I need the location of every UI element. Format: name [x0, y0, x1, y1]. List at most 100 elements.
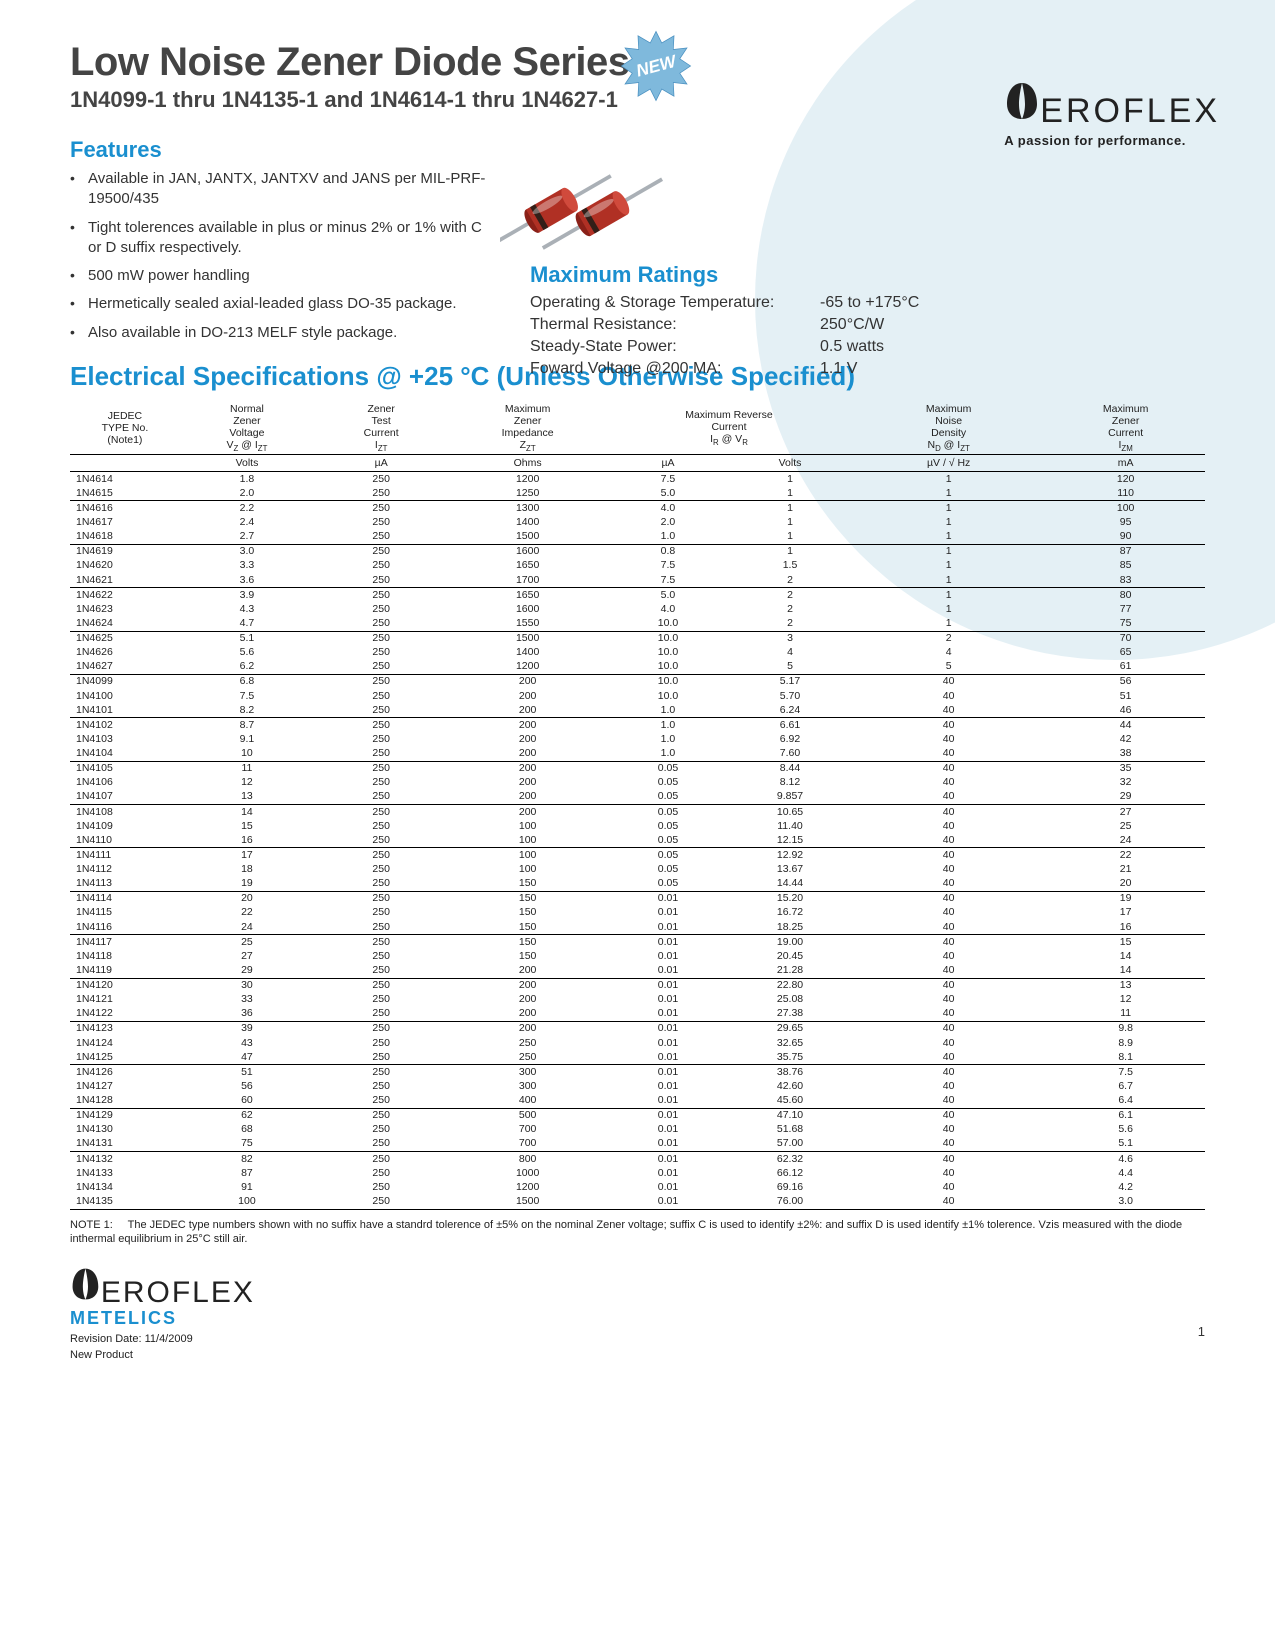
spec-cell: 1 [851, 616, 1046, 631]
spec-cell: 0.01 [607, 1108, 729, 1123]
spec-cell: 66.12 [729, 1166, 851, 1180]
spec-cell: 250 [314, 1166, 448, 1180]
spec-cell: 1N4106 [70, 776, 180, 790]
mr-value: 1.1 V [820, 360, 857, 378]
spec-cell: 1200 [448, 660, 607, 675]
spec-cell: 1N4116 [70, 920, 180, 935]
spec-cell: 250 [314, 1065, 448, 1080]
spec-row: 1N46276.2250120010.05561 [70, 660, 1205, 675]
spec-cell: 70 [1046, 631, 1205, 646]
spec-cell: 90 [1046, 530, 1205, 545]
feature-item: 500 mW power handling [70, 266, 490, 286]
spec-cell: 40 [851, 978, 1046, 993]
spec-cell: 1N4101 [70, 703, 180, 718]
spec-cell: 1650 [448, 588, 607, 603]
spec-cell: 3.0 [1046, 1194, 1205, 1209]
spec-row: 1N4105112502000.058.444035 [70, 761, 1205, 776]
spec-cell: 6.7 [1046, 1079, 1205, 1093]
spec-cell: 4 [729, 646, 851, 660]
spec-cell: 4.4 [1046, 1166, 1205, 1180]
spec-cell: 1 [851, 501, 1046, 516]
note-text: The JEDEC type numbers shown with no suf… [70, 1219, 1182, 1245]
features-heading: Features [70, 137, 490, 163]
spec-cell: 1 [851, 544, 1046, 559]
feature-item: Tight tolerences available in plus or mi… [70, 218, 490, 259]
spec-cell: 200 [448, 1007, 607, 1022]
spec-row: 1N41018.22502001.06.244046 [70, 703, 1205, 718]
spec-cell: 7.5 [180, 689, 314, 703]
spec-cell: 1 [729, 544, 851, 559]
spec-cell: 0.01 [607, 949, 729, 963]
spec-cell: 12.15 [729, 833, 851, 848]
spec-cell: 250 [314, 631, 448, 646]
spec-cell: 250 [314, 530, 448, 545]
spec-row: 1N46234.325016004.02177 [70, 602, 1205, 616]
spec-cell: 250 [314, 1123, 448, 1137]
max-ratings-heading: Maximum Ratings [530, 262, 1090, 288]
spec-cell: 1500 [448, 631, 607, 646]
spec-cell: 95 [1046, 516, 1205, 530]
spec-cell: 250 [314, 863, 448, 877]
spec-cell: 0.05 [607, 761, 729, 776]
spec-cell: 1N4114 [70, 891, 180, 906]
spec-cell: 1N4102 [70, 718, 180, 733]
spec-row: 1N46152.025012505.011110 [70, 486, 1205, 501]
spec-cell: 200 [448, 963, 607, 978]
spec-cell: 0.01 [607, 1137, 729, 1152]
spec-cell: 0.01 [607, 1036, 729, 1050]
spec-row: 1N4129622505000.0147.10406.1 [70, 1108, 1205, 1123]
spec-cell: 250 [314, 703, 448, 718]
spec-cell: 0.01 [607, 920, 729, 935]
spec-cell: 1.0 [607, 703, 729, 718]
spec-cell: 40 [851, 935, 1046, 950]
spec-cell: 1N4129 [70, 1108, 180, 1123]
spec-cell: 250 [314, 848, 448, 863]
spec-cell: 2.0 [607, 516, 729, 530]
spec-cell: 4.2 [1046, 1180, 1205, 1194]
spec-cell: 3.6 [180, 573, 314, 588]
spec-row: 1N46162.225013004.011100 [70, 501, 1205, 516]
spec-cell: 0.01 [607, 906, 729, 920]
spec-cell: 250 [314, 573, 448, 588]
spec-cell: 250 [314, 1007, 448, 1022]
spec-cell: 91 [180, 1180, 314, 1194]
spec-row: 1N4128602504000.0145.60406.4 [70, 1094, 1205, 1109]
spec-cell: 40 [851, 761, 1046, 776]
spec-cell: 250 [314, 833, 448, 848]
spec-cell: 16 [1046, 920, 1205, 935]
spec-cell: 250 [314, 819, 448, 833]
spec-row: 1N41028.72502001.06.614044 [70, 718, 1205, 733]
spec-cell: 250 [314, 1021, 448, 1036]
spec-cell: 30 [180, 978, 314, 993]
spec-cell: 61 [1046, 660, 1205, 675]
spec-cell: 40 [851, 674, 1046, 689]
spec-cell: 250 [314, 486, 448, 501]
spec-cell: 200 [448, 1021, 607, 1036]
spec-cell: 80 [1046, 588, 1205, 603]
spec-cell: 9.857 [729, 790, 851, 805]
spec-cell: 1N4124 [70, 1036, 180, 1050]
logo-a-icon [1004, 80, 1040, 131]
spec-row: 1N4127562503000.0142.60406.7 [70, 1079, 1205, 1093]
spec-cell: 17 [180, 848, 314, 863]
spec-cell: 0.05 [607, 848, 729, 863]
spec-cell: 0.01 [607, 1021, 729, 1036]
spec-cell: 1 [851, 559, 1046, 573]
spec-cell: 2.2 [180, 501, 314, 516]
mr-value: -65 to +175°C [820, 294, 919, 312]
spec-cell: 45.60 [729, 1094, 851, 1109]
spec-cell: 250 [314, 790, 448, 805]
spec-cell: 18.25 [729, 920, 851, 935]
spec-cell: 1N4108 [70, 805, 180, 820]
spec-cell: 77 [1046, 602, 1205, 616]
spec-cell: 19 [180, 877, 314, 892]
spec-cell: 1N4619 [70, 544, 180, 559]
spec-cell: 120 [1046, 472, 1205, 487]
spec-row: 1N4132822508000.0162.32404.6 [70, 1152, 1205, 1167]
spec-cell: 3.0 [180, 544, 314, 559]
spec-cell: 250 [314, 891, 448, 906]
spec-cell: 7.5 [1046, 1065, 1205, 1080]
mr-label: Thermal Resistance: [530, 316, 820, 334]
spec-cell: 9.8 [1046, 1021, 1205, 1036]
spec-cell: 3.3 [180, 559, 314, 573]
